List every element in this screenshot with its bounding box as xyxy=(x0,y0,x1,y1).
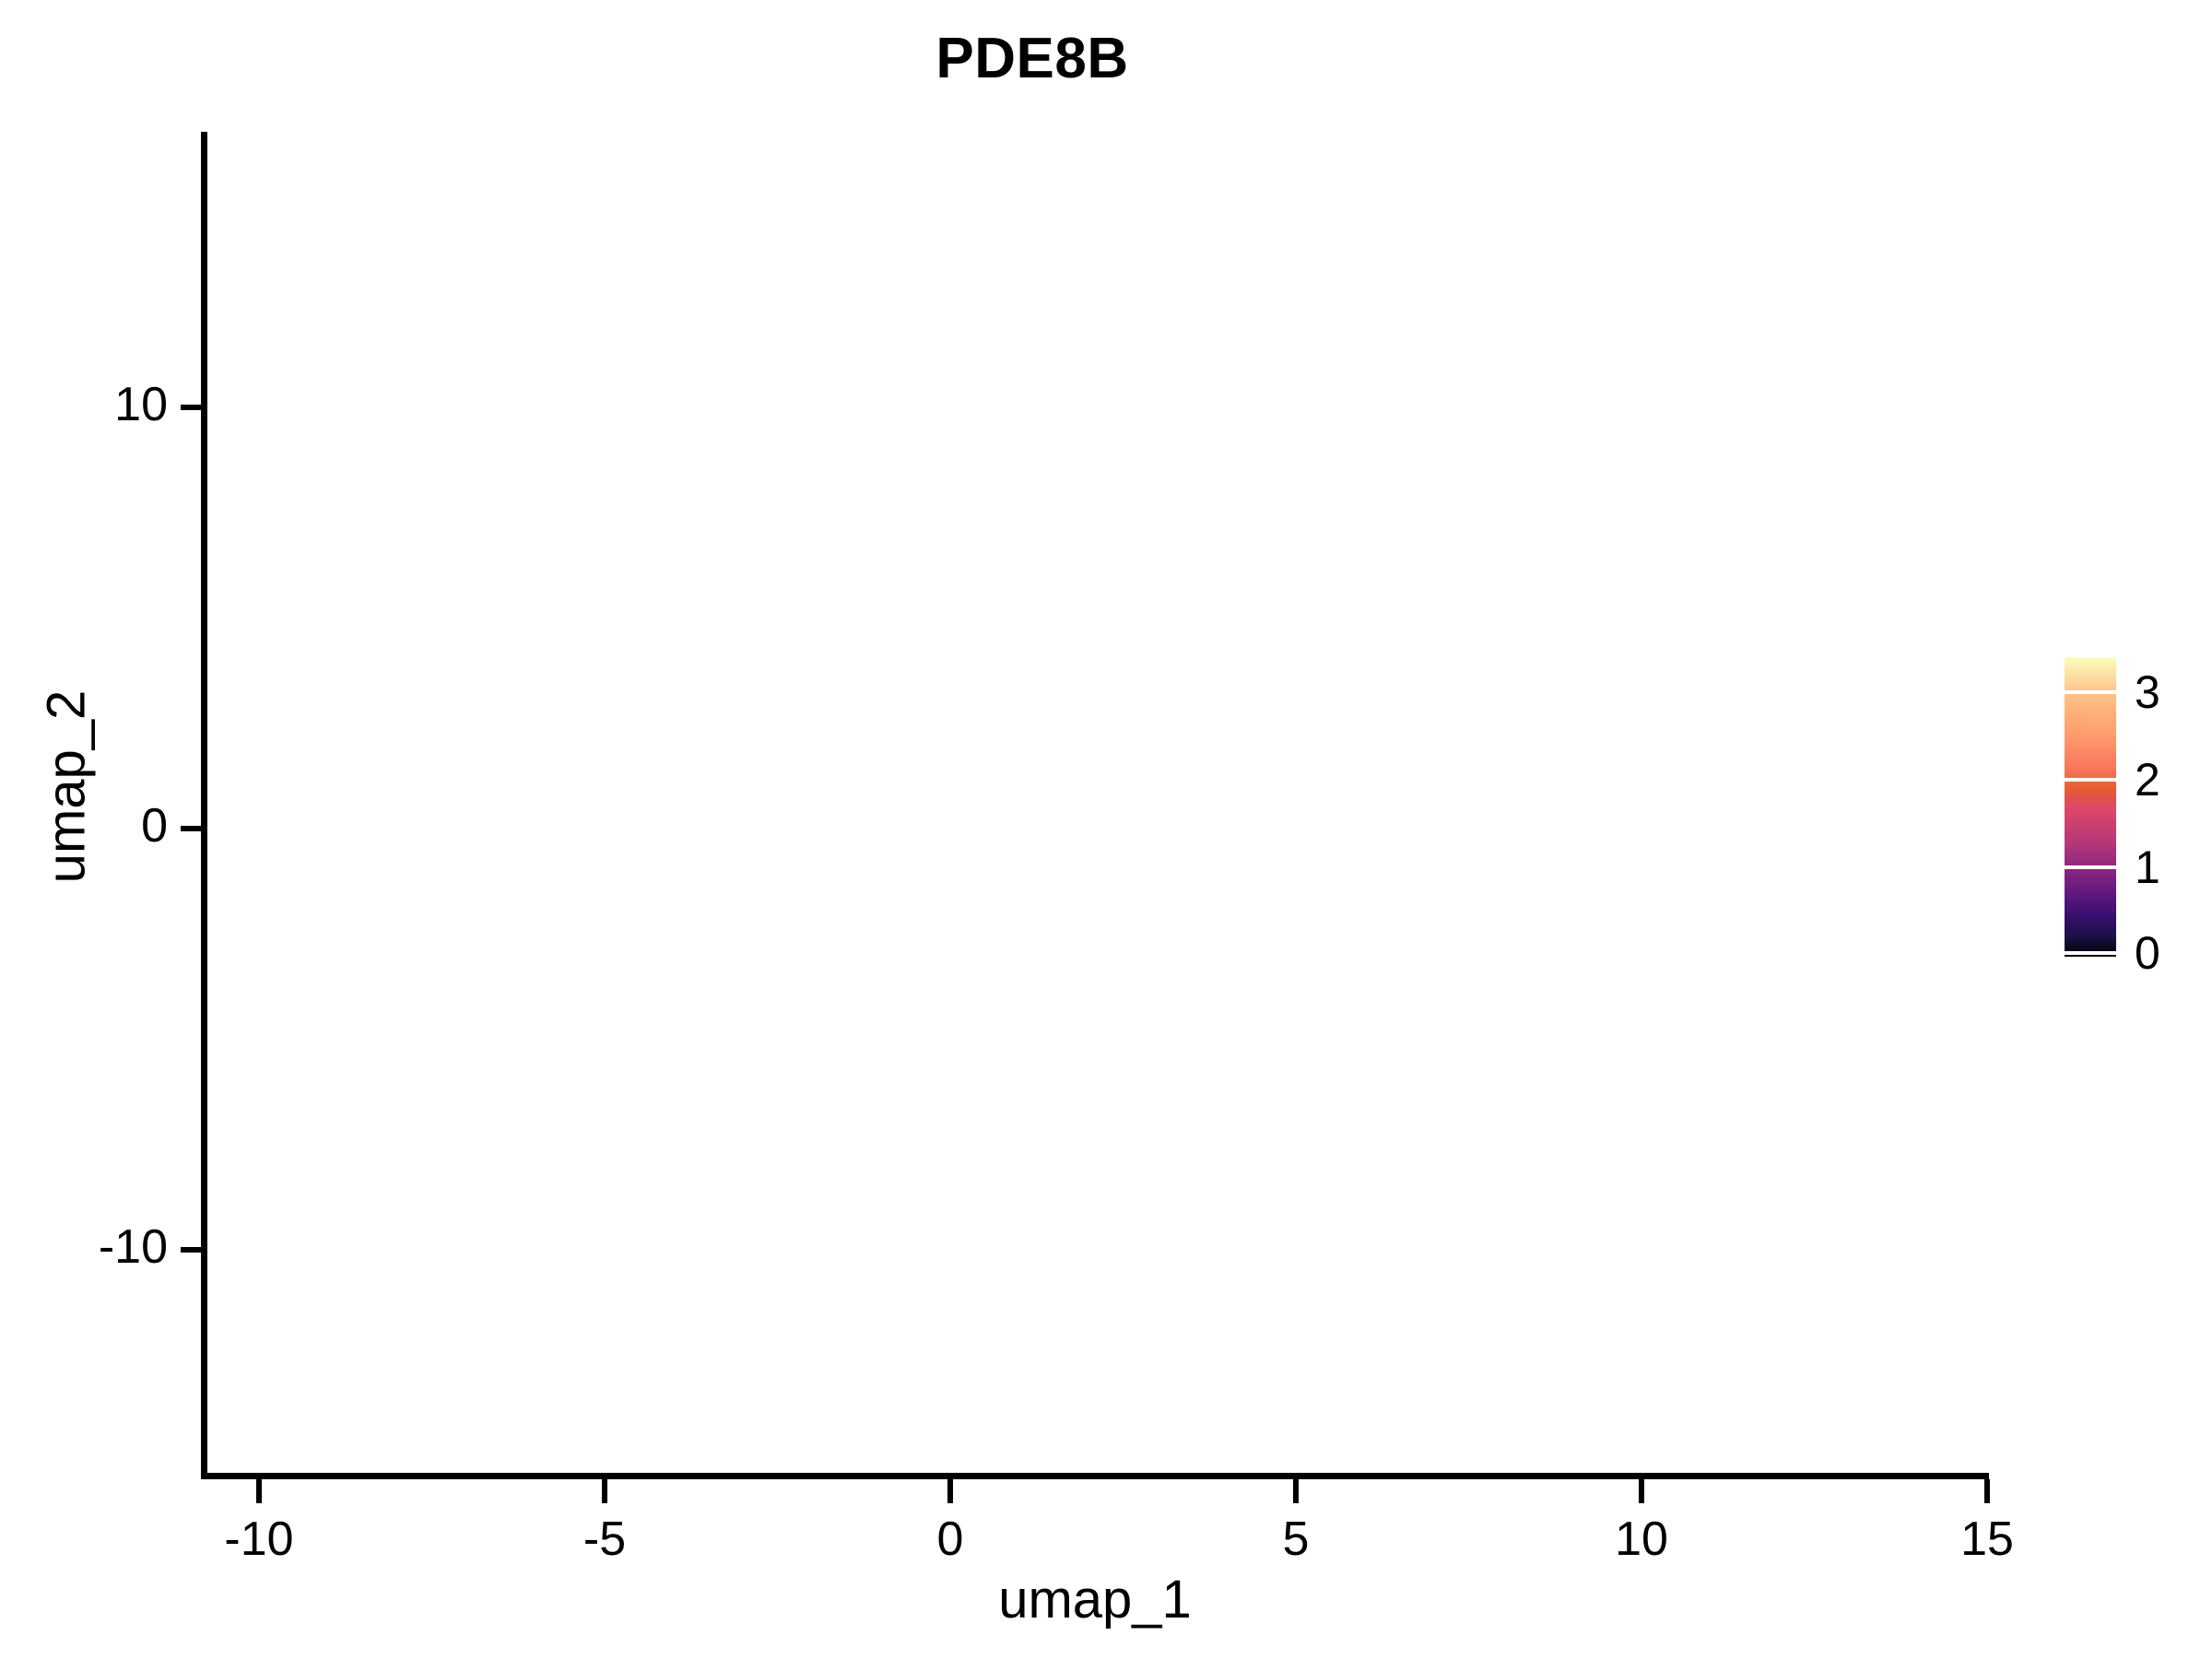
colorbar-label-1: 1 xyxy=(2135,841,2160,893)
x-tick-10 xyxy=(1639,1479,1644,1503)
x-axis-label: umap_1 xyxy=(998,1570,1192,1630)
y-axis-line xyxy=(201,132,207,1479)
colorbar-legend: 3 2 1 0 xyxy=(2065,657,2203,979)
colorbar-tick-0 xyxy=(2065,951,2116,955)
x-tick-minus5 xyxy=(602,1479,607,1503)
x-ticklabel-minus5: -5 xyxy=(582,1512,627,1566)
x-ticklabel-0: 0 xyxy=(936,1512,964,1566)
x-ticklabel-10: 10 xyxy=(1615,1512,1668,1566)
colorbar-label-3: 3 xyxy=(2135,666,2160,718)
y-ticklabel-0: 0 xyxy=(141,799,168,853)
x-tick-5 xyxy=(1293,1479,1299,1503)
colorbar-label-0: 0 xyxy=(2135,927,2160,979)
colorbar-tick-2 xyxy=(2065,778,2116,782)
plot-panel xyxy=(205,132,1987,1477)
y-tick-0 xyxy=(181,826,203,831)
y-axis-label: umap_2 xyxy=(36,689,97,884)
y-tick-10 xyxy=(181,405,203,410)
y-ticklabel-10: 10 xyxy=(114,378,168,431)
x-tick-minus10 xyxy=(256,1479,262,1503)
y-tick-minus10 xyxy=(181,1247,203,1253)
x-ticklabel-15: 15 xyxy=(1960,1512,2014,1566)
y-ticklabel-minus10: -10 xyxy=(98,1220,168,1274)
colorbar-gradient xyxy=(2065,657,2116,957)
x-tick-15 xyxy=(1984,1479,1990,1503)
colorbar-tick-3 xyxy=(2065,690,2116,694)
x-axis-line xyxy=(201,1473,1989,1479)
x-ticklabel-minus10: -10 xyxy=(224,1512,294,1566)
x-tick-0 xyxy=(947,1479,953,1503)
x-ticklabel-5: 5 xyxy=(1282,1512,1310,1566)
colorbar-tick-1 xyxy=(2065,865,2116,869)
colorbar-label-2: 2 xyxy=(2135,754,2160,806)
